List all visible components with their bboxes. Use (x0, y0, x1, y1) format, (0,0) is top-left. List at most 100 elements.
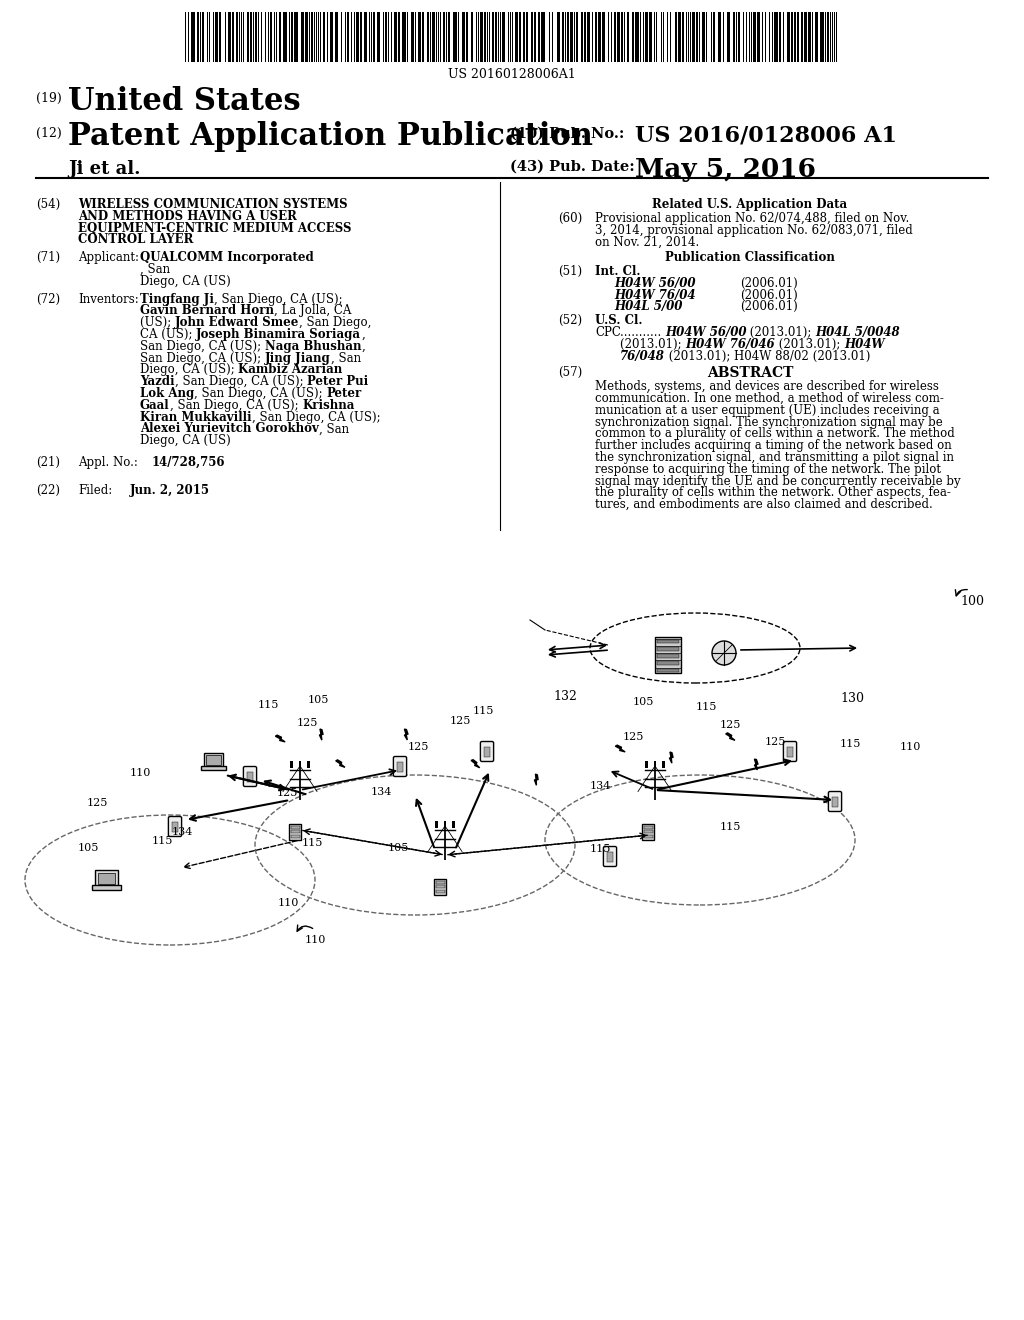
Bar (290, 760, 293, 768)
Bar (820, 12, 824, 62)
Text: Kambiz Azarian: Kambiz Azarian (239, 363, 343, 376)
Bar (373, 12, 375, 62)
Bar (786, 747, 794, 758)
Bar (435, 886, 444, 888)
FancyBboxPatch shape (204, 752, 223, 767)
Text: , San: , San (318, 422, 349, 436)
Text: US 2016/0128006 A1: US 2016/0128006 A1 (635, 124, 897, 147)
FancyBboxPatch shape (480, 742, 494, 762)
Bar (484, 12, 486, 62)
Bar (614, 12, 616, 62)
Bar (733, 12, 735, 62)
Text: ,: , (361, 327, 365, 341)
FancyBboxPatch shape (95, 870, 118, 886)
Bar (791, 12, 793, 62)
Bar (643, 834, 652, 838)
Bar (645, 760, 648, 768)
Bar (480, 12, 483, 62)
Bar (645, 12, 648, 62)
Polygon shape (670, 752, 673, 763)
Bar (495, 12, 497, 62)
Bar (515, 12, 518, 62)
FancyBboxPatch shape (434, 879, 446, 895)
Text: tures, and embodiments are also claimed and described.: tures, and embodiments are also claimed … (595, 498, 933, 511)
Text: Yazdi: Yazdi (140, 375, 175, 388)
Text: John Edward Smee: John Edward Smee (175, 317, 299, 329)
Text: (2006.01): (2006.01) (740, 301, 798, 313)
Bar (657, 655, 679, 657)
Text: Diego, CA (US): Diego, CA (US) (140, 434, 230, 447)
Text: munication at a user equipment (UE) includes receiving a: munication at a user equipment (UE) incl… (595, 404, 940, 417)
Text: H04W: H04W (844, 338, 885, 351)
Bar (443, 12, 445, 62)
Text: Joseph Binamira Soriaga: Joseph Binamira Soriaga (197, 327, 361, 341)
Text: the plurality of cells within the network. Other aspects, fea-: the plurality of cells within the networ… (595, 486, 951, 499)
Bar (453, 821, 455, 828)
Circle shape (712, 642, 736, 665)
Bar (97, 874, 115, 884)
Text: CONTROL LAYER: CONTROL LAYER (78, 234, 194, 247)
Bar (255, 12, 257, 62)
Bar (483, 747, 490, 758)
Text: (21): (21) (36, 455, 60, 469)
Text: H04W 56/00: H04W 56/00 (665, 326, 746, 339)
Bar (219, 12, 221, 62)
Bar (191, 12, 195, 62)
Text: further includes acquiring a timing of the network based on: further includes acquiring a timing of t… (595, 440, 951, 453)
Text: CA (US);: CA (US); (140, 327, 197, 341)
Bar (422, 12, 424, 62)
Bar (606, 853, 613, 862)
Text: Int. Cl.: Int. Cl. (595, 265, 640, 279)
Polygon shape (275, 735, 285, 742)
Bar (432, 12, 435, 62)
Bar (657, 668, 679, 672)
Bar (657, 661, 679, 665)
Bar (471, 12, 473, 62)
Bar (643, 830, 652, 833)
Text: United States: United States (68, 86, 301, 117)
Text: U.S. Cl.: U.S. Cl. (595, 314, 642, 327)
Text: Appl. No.:: Appl. No.: (78, 455, 138, 469)
Text: ,: , (361, 339, 366, 352)
Bar (236, 12, 238, 62)
Text: (2006.01): (2006.01) (740, 277, 798, 290)
Bar (502, 12, 505, 62)
Bar (598, 12, 601, 62)
Text: , San Diego, CA (US);: , San Diego, CA (US); (252, 411, 380, 424)
Text: (52): (52) (558, 314, 582, 327)
Polygon shape (471, 760, 479, 768)
Bar (627, 12, 629, 62)
Text: 125: 125 (408, 742, 429, 752)
Bar (492, 12, 494, 62)
Bar (323, 12, 325, 62)
Text: (51): (51) (558, 265, 582, 279)
Bar (557, 12, 560, 62)
Text: H04W 76/046: H04W 76/046 (685, 338, 775, 351)
Bar (360, 12, 362, 62)
Text: , San Diego, CA (US);: , San Diego, CA (US); (170, 399, 302, 412)
Bar (291, 834, 299, 838)
Bar (228, 12, 231, 62)
Bar (581, 12, 583, 62)
Text: 130: 130 (840, 692, 864, 705)
Text: 125: 125 (297, 718, 318, 729)
Text: 125: 125 (278, 788, 298, 799)
Text: response to acquiring the timing of the network. The pilot: response to acquiring the timing of the … (595, 463, 941, 475)
Bar (678, 12, 681, 62)
Text: 110: 110 (278, 898, 299, 908)
Bar (307, 760, 310, 768)
Bar (291, 12, 293, 62)
Text: WIRELESS COMMUNICATION SYSTEMS: WIRELESS COMMUNICATION SYSTEMS (78, 198, 347, 211)
FancyBboxPatch shape (92, 886, 121, 890)
Bar (692, 12, 695, 62)
Bar (757, 12, 760, 62)
Text: 125: 125 (765, 737, 786, 747)
Bar (797, 12, 799, 62)
FancyBboxPatch shape (828, 792, 842, 812)
Bar (449, 12, 450, 62)
Text: Patent Application Publication: Patent Application Publication (68, 121, 593, 152)
Text: (43) Pub. Date:: (43) Pub. Date: (510, 160, 635, 174)
Bar (279, 12, 281, 62)
Bar (655, 638, 681, 673)
Text: 115: 115 (590, 843, 611, 854)
